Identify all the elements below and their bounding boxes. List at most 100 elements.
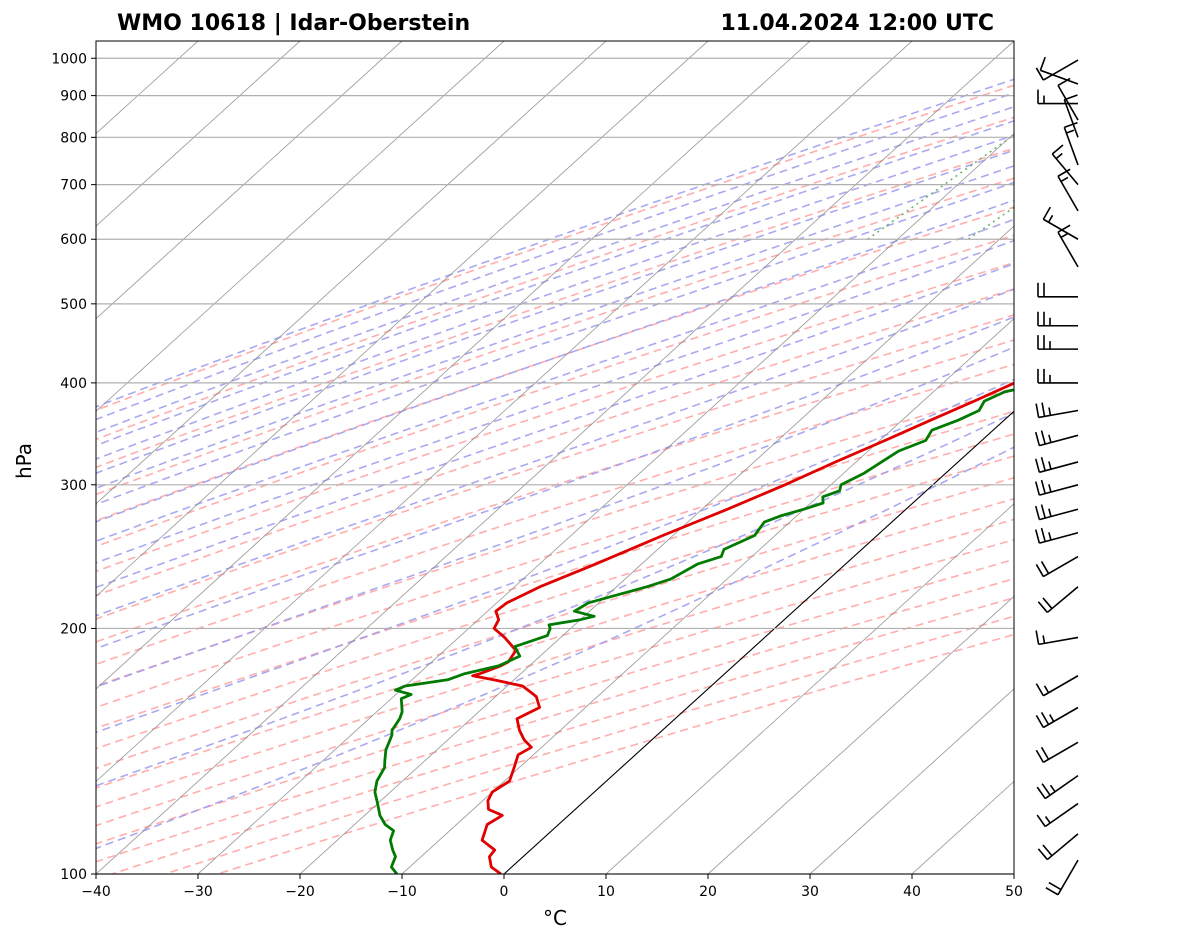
- thermodynamic-lines: [96, 41, 1181, 874]
- y-tick-label: 100: [60, 867, 87, 883]
- barb-flag: [1042, 597, 1053, 610]
- isotherm: [96, 41, 301, 227]
- y-tick-label: 600: [60, 232, 87, 248]
- barb-flag: [1040, 527, 1046, 542]
- isotherm: [96, 41, 403, 320]
- x-tick-label: −40: [81, 884, 111, 900]
- wind-barb: [1057, 224, 1079, 268]
- wind-barb: [1035, 675, 1079, 697]
- wind-barb: [1035, 706, 1079, 729]
- isotherm: [96, 41, 607, 505]
- zero-isotherm: [503, 410, 1014, 874]
- barb-flag: [1042, 844, 1053, 857]
- sounding-profiles: [373, 381, 1014, 874]
- x-tick-label: 20: [699, 884, 717, 900]
- wind-barb: [1037, 586, 1079, 614]
- barb-shaft: [1039, 461, 1079, 474]
- isotherm: [911, 780, 1014, 874]
- isotherm: [96, 41, 505, 412]
- moist-adiabat: [96, 181, 1014, 506]
- barb-flag: [1034, 431, 1041, 446]
- dry-adiabat: [217, 633, 1014, 874]
- dewpoint-profile: [373, 388, 1014, 874]
- x-tick-label: 0: [500, 884, 509, 900]
- dry-adiabat: [96, 558, 1014, 845]
- plot-frame: [95, 40, 1015, 875]
- barb-flag: [1034, 481, 1041, 496]
- barb-half-flag: [1048, 461, 1052, 470]
- barb-flag: [1035, 749, 1045, 763]
- moist-adiabat: [96, 262, 1014, 589]
- moist-adiabat: [96, 92, 1014, 421]
- barb-flag: [1064, 94, 1078, 101]
- barb-shaft: [1042, 706, 1079, 729]
- wind-barb: [1034, 504, 1079, 521]
- barb-flag: [1045, 887, 1059, 896]
- barb-flag: [1051, 144, 1064, 155]
- barb-flag: [1040, 430, 1046, 445]
- y-tick-label: 400: [60, 376, 87, 392]
- wind-barb: [1037, 833, 1079, 861]
- barb-flag: [1041, 402, 1046, 417]
- wind-barb: [1037, 282, 1078, 298]
- wind-barbs: [1034, 56, 1079, 896]
- mixing-ratio-line: [1170, 41, 1181, 239]
- barb-flag: [1034, 529, 1041, 544]
- dry-adiabat: [96, 116, 1014, 441]
- dry-adiabat: [96, 433, 1014, 730]
- wind-barb: [1063, 121, 1079, 166]
- barb-half-flag: [1048, 484, 1052, 493]
- barb-flag: [1040, 711, 1050, 725]
- barb-flag: [1035, 683, 1045, 697]
- wind-barb: [1036, 802, 1079, 828]
- barb-half-flag: [1043, 685, 1050, 694]
- barb-flag: [1040, 457, 1046, 471]
- mixing-ratio-line: [1051, 41, 1181, 239]
- barb-shaft: [1044, 774, 1079, 800]
- wind-barb: [1042, 206, 1079, 240]
- barb-half-flag: [1044, 816, 1051, 824]
- y-tick-label: 800: [60, 130, 87, 146]
- dry-adiabat: [96, 288, 1014, 597]
- barb-shaft: [1046, 833, 1079, 861]
- barb-shaft: [1063, 99, 1079, 138]
- isotherm: [96, 41, 709, 597]
- barb-flag: [1035, 564, 1045, 577]
- moist-adiabat: [96, 446, 1014, 850]
- isotherm: [96, 41, 913, 783]
- barb-shaft: [1046, 586, 1079, 614]
- barb-half-flag: [1048, 434, 1052, 443]
- x-axis-ticks: −40 −30 −20 −10 0 10 20 30 40 50: [81, 874, 1023, 900]
- wind-barb: [1039, 56, 1079, 85]
- barb-flag: [1048, 881, 1062, 891]
- barb-half-flag: [1048, 407, 1052, 416]
- wind-barb: [1035, 59, 1079, 81]
- x-tick-label: −30: [183, 884, 213, 900]
- barb-shaft: [1057, 85, 1079, 121]
- dry-adiabat: [96, 234, 1014, 548]
- wind-barb: [1035, 555, 1079, 578]
- barb-flag: [1034, 505, 1041, 520]
- wind-barb: [1034, 457, 1079, 474]
- barb-flag: [1040, 561, 1050, 574]
- barb-shaft: [1057, 859, 1079, 896]
- barb-flag: [1039, 56, 1046, 71]
- temperature-profile: [471, 381, 1014, 874]
- barb-flag: [1057, 168, 1071, 177]
- barb-half-flag: [1060, 176, 1069, 183]
- wind-barb: [1035, 402, 1079, 419]
- chart-title-time: 11.04.2024 12:00 UTC: [720, 11, 994, 36]
- x-tick-label: 40: [903, 884, 921, 900]
- wind-barb: [1045, 859, 1079, 896]
- isotherm: [1013, 873, 1014, 874]
- moist-adiabat: [96, 316, 1014, 650]
- dry-adiabat: [96, 476, 1014, 770]
- wind-barb: [1034, 479, 1079, 496]
- x-tick-label: 10: [597, 884, 615, 900]
- barb-flag: [1037, 848, 1048, 861]
- barb-flag: [1042, 206, 1052, 220]
- x-tick-label: −10: [387, 884, 417, 900]
- y-tick-label: 1000: [51, 51, 87, 67]
- y-tick-label: 200: [60, 621, 87, 637]
